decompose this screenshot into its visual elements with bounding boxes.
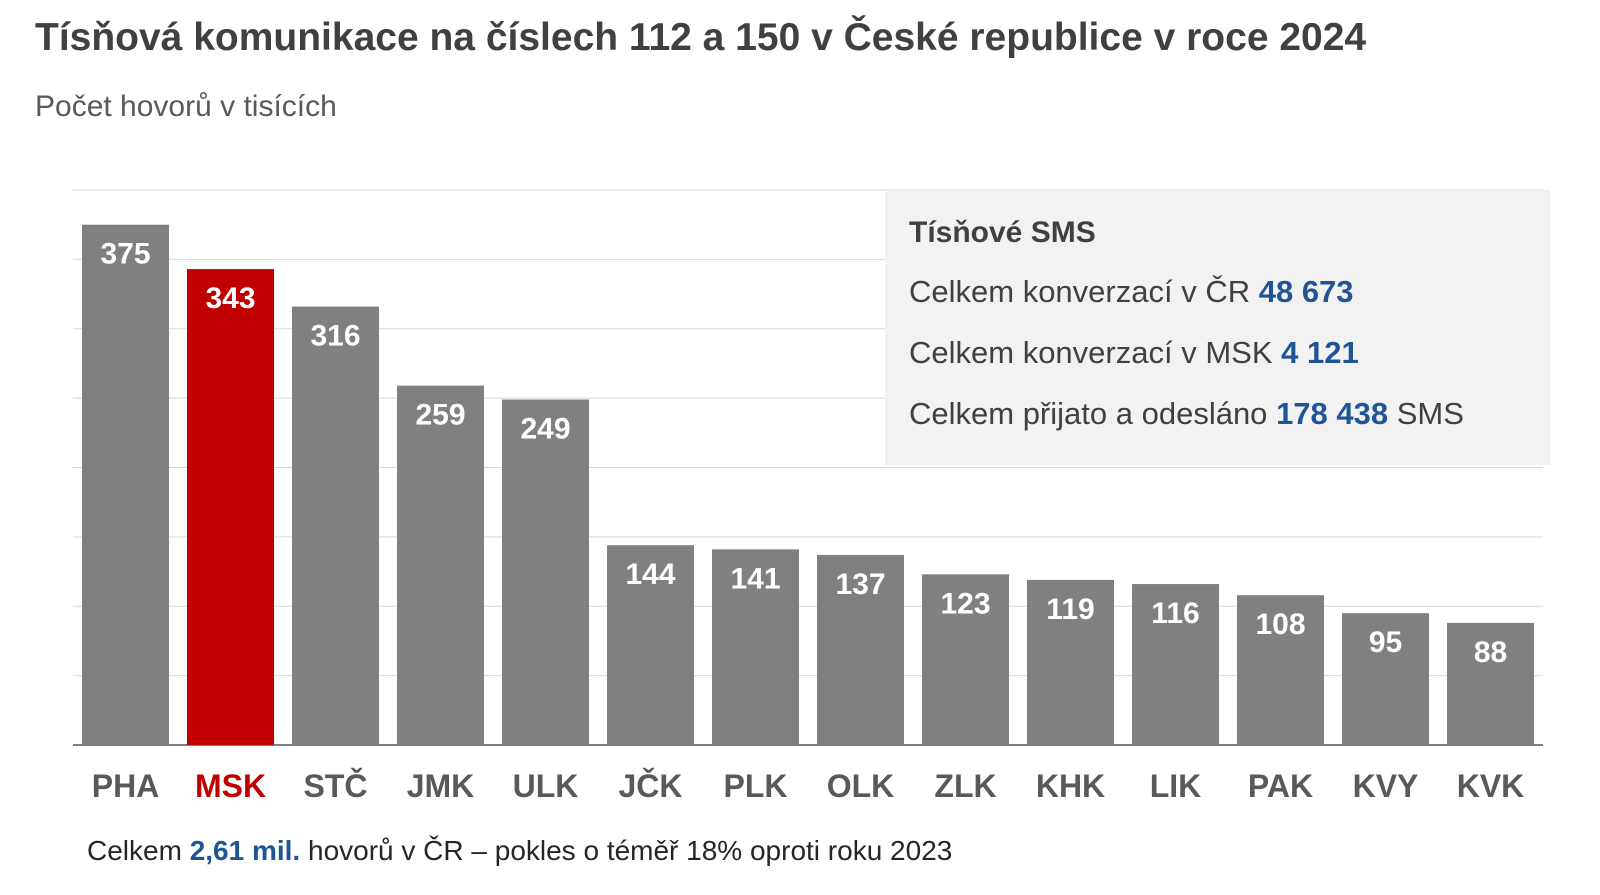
category-label: KVY [1353,768,1419,804]
category-label: MSK [195,768,266,804]
footer-note: Celkem 2,61 mil. hovorů v ČR – pokles o … [87,835,952,867]
footer-suffix: hovorů v ČR – pokles o téměř 18% oproti … [308,835,953,866]
category-label: PLK [724,768,788,804]
bar-zlk [922,574,1009,745]
bar-ulk [502,399,589,745]
bar-kvy [1342,613,1429,745]
category-label: KVK [1457,768,1525,804]
sms-line-label: Celkem konverzací v ČR [909,274,1251,309]
bar-khk [1027,579,1114,745]
bar-jmk [397,385,484,745]
chart-subtitle: Počet hovorů v tisících [35,90,337,123]
data-label: 108 [1255,608,1305,641]
data-label: 141 [730,562,780,595]
data-label: 119 [1046,593,1094,626]
category-label: JMK [407,768,475,804]
category-label: KHK [1036,768,1105,804]
bar-pha [82,224,169,745]
data-label: 249 [520,413,570,446]
sms-line-value: 178 438 [1276,396,1389,431]
footer-prefix: Celkem [87,835,182,866]
category-label: LIK [1150,768,1202,804]
data-labels: 375 343 316 259 249 144 141 137 123 119 116 108 95 88 [100,238,1507,669]
chart-title: Tísňová komunikace na číslech 112 a 150 … [35,16,1367,59]
bar-pak [1237,595,1324,745]
bar-jčk [607,545,694,745]
data-label: 144 [625,558,675,591]
sms-line-label: Celkem přijato a odesláno [909,396,1268,431]
data-label: 123 [940,587,990,620]
sms-box-title: Tísňové SMS [909,216,1096,249]
data-label: 116 [1151,597,1199,630]
data-label: 88 [1474,636,1507,669]
bar-stč [292,306,379,745]
sms-line-value: 48 673 [1258,274,1354,309]
category-label: ZLK [934,768,996,804]
category-label: STČ [304,768,368,804]
category-label: ULK [513,768,579,804]
category-labels: PHA MSK STČ JMK ULK JČK PLK OLK ZLK KHK LIK PAK KVY K… [92,768,1525,804]
bar-olk [817,554,904,745]
bar-plk [712,549,799,745]
bars [82,224,1534,745]
bar-lik [1132,584,1219,745]
sms-line-msk-conversations: Celkem konverzací v MSK 4 121 [909,335,1359,371]
sms-line-suffix: SMS [1396,396,1464,431]
data-label: 137 [835,568,885,601]
data-label: 375 [100,238,150,271]
sms-line-total-sms: Celkem přijato a odesláno 178 438 SMS [909,396,1464,432]
data-label: 316 [310,320,360,353]
bar-kvk [1447,622,1534,745]
sms-line-total-conversations: Celkem konverzací v ČR 48 673 [909,274,1354,310]
footer-value: 2,61 mil. [189,835,301,866]
category-label: OLK [827,768,895,804]
sms-line-value: 4 121 [1281,335,1359,370]
category-label: PHA [92,768,160,804]
sms-info-box: Tísňové SMS Celkem konverzací v ČR 48 67… [885,190,1550,465]
category-label: PAK [1248,768,1313,804]
bar-msk [187,269,274,745]
sms-line-label: Celkem konverzací v MSK [909,335,1273,370]
data-label: 343 [205,282,255,315]
data-label: 95 [1369,626,1402,659]
category-label: JČK [618,768,682,804]
data-label: 259 [415,399,465,432]
